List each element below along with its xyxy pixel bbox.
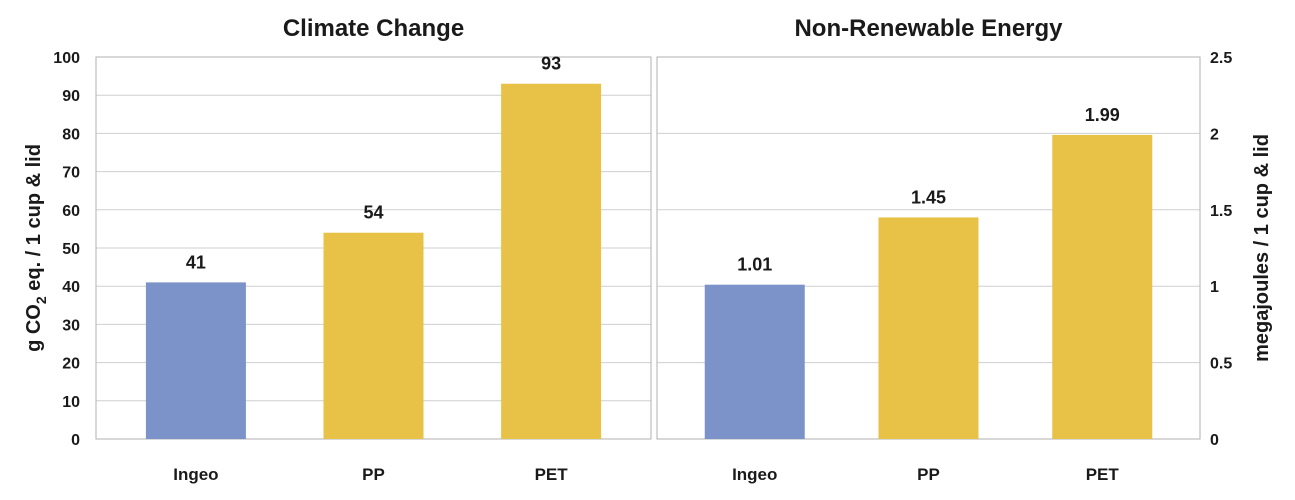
y-tick-label: 0 bbox=[71, 432, 80, 449]
bar-pp bbox=[323, 232, 424, 439]
bar-ingeo bbox=[145, 282, 246, 439]
data-label: 93 bbox=[541, 54, 561, 74]
y-tick-label: 1 bbox=[1210, 279, 1219, 296]
x-category-label: PET bbox=[1086, 465, 1120, 484]
chart-panel-2: Non-Renewable Energy 0 0.5 1 1.5 2 2.5 1.01 Inge… bbox=[656, 15, 1273, 484]
bar-ingeo bbox=[704, 284, 805, 439]
y-tick-label: 0.5 bbox=[1210, 356, 1232, 373]
y-tick-label: 1.5 bbox=[1210, 203, 1232, 220]
y-tick-label: 0 bbox=[1210, 432, 1219, 449]
y-tick-label: 60 bbox=[62, 203, 80, 220]
data-label: 1.45 bbox=[911, 187, 946, 207]
x-category-label: PP bbox=[362, 465, 385, 484]
chart-title: Non-Renewable Energy bbox=[794, 15, 1063, 42]
y-tick-label: 80 bbox=[62, 126, 80, 143]
y-tick-label: 10 bbox=[62, 394, 80, 411]
y-tick-label: 40 bbox=[62, 279, 80, 296]
y-tick-label: 50 bbox=[62, 241, 80, 258]
x-category-label: PP bbox=[917, 465, 940, 484]
y-tick-label: 30 bbox=[62, 317, 80, 334]
data-label: 54 bbox=[363, 203, 383, 223]
bar-pp bbox=[878, 217, 979, 439]
chart-panel-1: Climate Change 0 10 20 30 40 50 60 70 80 90 100 41 In… bbox=[23, 15, 652, 484]
y-tick-label: 90 bbox=[62, 88, 80, 105]
data-label: 41 bbox=[186, 252, 206, 272]
y-tick-label: 2 bbox=[1210, 126, 1219, 143]
y-tick-label: 70 bbox=[62, 165, 80, 182]
x-category-label: Ingeo bbox=[732, 465, 777, 484]
y-tick-label: 100 bbox=[53, 50, 80, 67]
x-category-label: Ingeo bbox=[173, 465, 218, 484]
data-label: 1.01 bbox=[737, 255, 772, 275]
x-category-label: PET bbox=[535, 465, 569, 484]
chart-title: Climate Change bbox=[283, 15, 464, 42]
data-label: 1.99 bbox=[1085, 105, 1120, 125]
bar-pet bbox=[1052, 134, 1153, 440]
y-tick-label: 20 bbox=[62, 356, 80, 373]
y-tick-label: 2.5 bbox=[1210, 50, 1232, 67]
y-axis-label: g CO2 eq. / 1 cup & lid bbox=[23, 144, 49, 352]
bar-pet bbox=[501, 83, 602, 440]
y-axis-label: megajoules / 1 cup & lid bbox=[1251, 134, 1273, 362]
